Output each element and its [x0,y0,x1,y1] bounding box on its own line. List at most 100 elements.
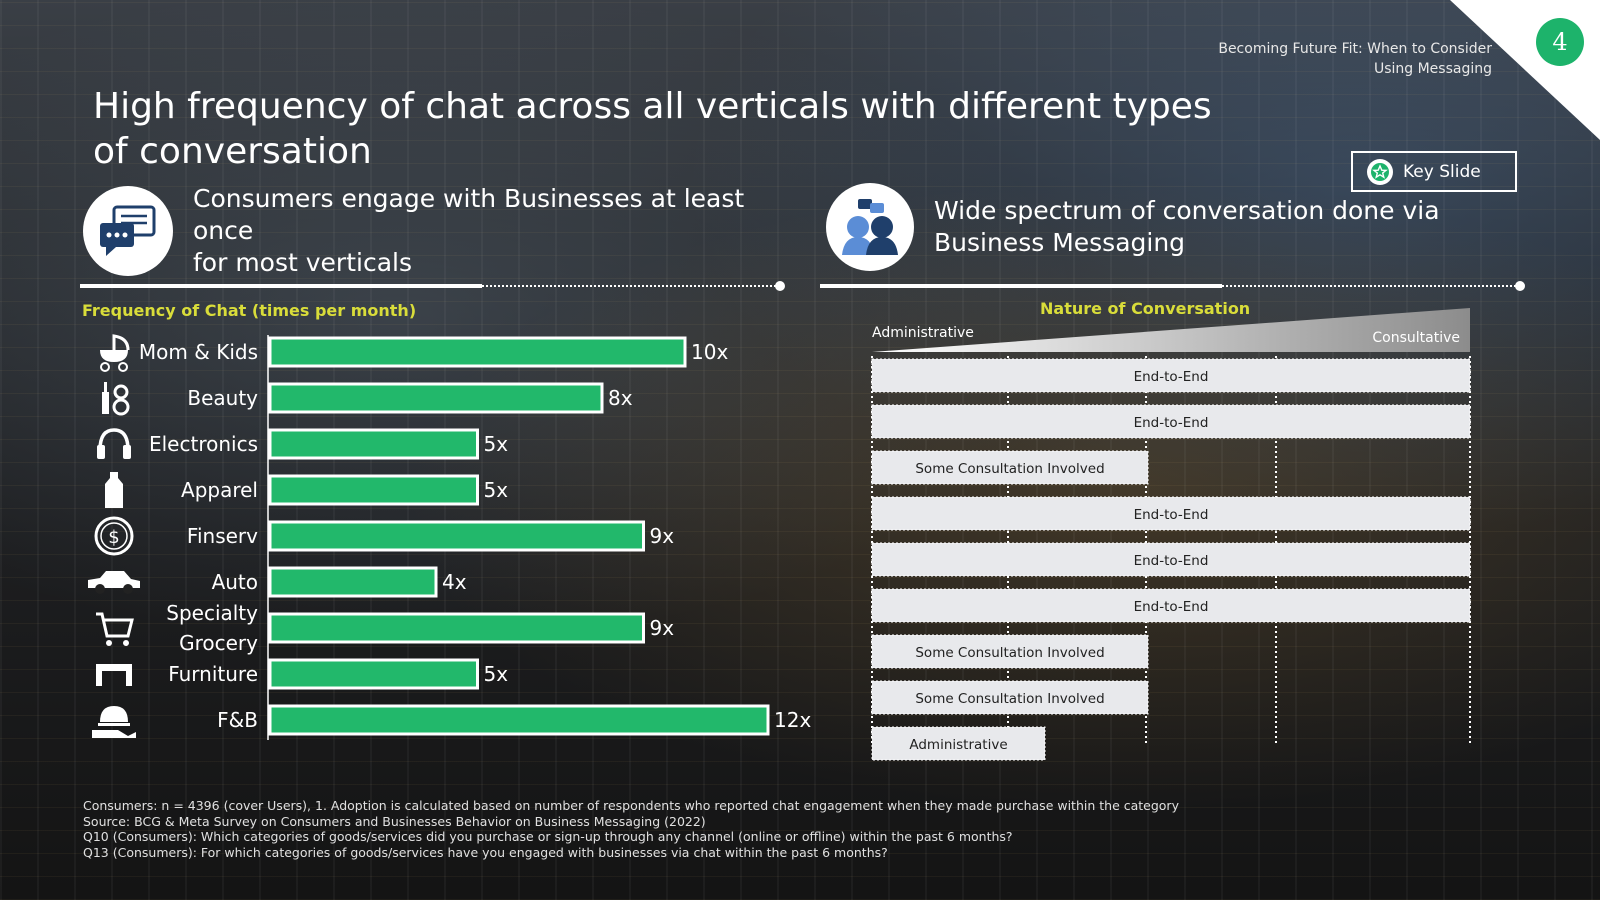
conversation-pill [871,634,1149,669]
conversation-label: Some Consultation Involved [915,461,1104,477]
people-talking-icon [826,183,914,271]
icon-shape [100,350,128,362]
category-label: F&B [217,708,258,732]
frequency-chart-title: Frequency of Chat (times per month) [82,301,417,320]
stroller-icon [100,334,130,372]
bar-value-label: 4x [442,570,467,594]
right-section-divider [820,281,1525,291]
icon-shape [98,723,130,726]
category-label: Mom & Kids [139,340,258,364]
icon-shape [123,640,129,646]
bar-value-label: 8x [608,386,633,410]
bar [268,658,479,690]
footnotes: Consumers: n = 4396 (cover Users), 1. Ad… [83,798,1179,860]
icon-shape [123,445,131,459]
left-section-title-line1: Consumers engage with Businesses at leas… [193,184,745,245]
bar [268,382,604,414]
icon-shape [106,640,112,646]
key-slide-tag: Key Slide [1351,151,1517,192]
icon-shape [123,584,133,594]
conversation-pill [871,450,1149,485]
conversation-label: End-to-End [1134,415,1209,431]
icon-shape [104,382,107,392]
bar-value-label: 9x [650,524,675,548]
conversation-label: Administrative [909,737,1007,753]
shopping-cart-icon [96,612,134,646]
category-label: Specialty [166,601,258,625]
conversation-pill [871,496,1471,531]
right-section-title: Wide spectrum of conversation done via B… [934,195,1534,259]
conversation-label: End-to-End [1134,599,1209,615]
icon-shape: $ [108,527,119,548]
icon-shape [102,392,109,414]
deck-title: Becoming Future Fit: When to Consider Us… [1172,39,1492,79]
category-label: Grocery [179,631,258,655]
icon-shape [112,398,130,416]
icon-shape [95,584,105,594]
bar [268,566,438,598]
left-section-divider [80,281,785,291]
dollar-coin-icon: $ [94,516,134,556]
conversation-pill [871,358,1471,393]
nature-conversation-chart: Administrative Consultative End-to-End End-… [871,308,1471,761]
right-section-header: Wide spectrum of conversation done via B… [826,183,1534,271]
page-title: High frequency of chat across all vertic… [93,84,1293,174]
conversation-label: End-to-End [1134,553,1209,569]
chat-bubbles-icon [83,186,173,276]
category-label: Apparel [181,478,258,502]
conversation-pill [871,542,1471,577]
bar-value-label: 12x [774,708,811,732]
bar [268,336,687,368]
left-section-title: Consumers engage with Businesses at leas… [193,183,793,279]
apparel-icon [105,472,123,508]
conversation-label: Some Consultation Involved [915,645,1104,661]
category-label: Furniture [168,662,258,686]
page-title-line2: of conversation [93,131,372,172]
scale-left-label: Administrative [872,325,974,341]
furniture-icon [96,664,132,686]
bar-value-label: 10x [691,340,728,364]
bar [268,520,645,552]
headphones-icon [97,428,131,459]
category-label: Electronics [149,432,258,456]
nature-chart-title: Nature of Conversation [1040,299,1251,318]
deck-title-line2: Using Messaging [1373,61,1492,77]
icon-shape [112,334,130,351]
food-service-icon [92,706,136,738]
footnote-line: Consumers: n = 4396 (cover Users), 1. Ad… [83,798,1179,813]
cosmetics-icon [102,382,130,416]
footnote-line: Q13 (Consumers): For which categories of… [83,844,888,860]
bar [268,428,479,460]
right-section-title-line1: Wide spectrum of conversation done via [934,196,1440,225]
right-section-title-line2: Business Messaging [934,228,1186,257]
bar-value-label: 5x [484,662,509,686]
star-badge-icon [1367,158,1393,185]
key-slide-label: Key Slide [1403,161,1481,182]
icon-shape [88,571,140,588]
conversation-label: End-to-End [1134,507,1209,523]
bar [268,704,770,736]
conversation-pill [871,588,1471,623]
scale-wedge [872,308,1470,352]
deck-title-line1: Becoming Future Fit: When to Consider [1218,41,1492,57]
category-label: Auto [212,570,258,594]
scale-right-label: Consultative [1372,330,1460,346]
icon-shape [96,664,132,686]
icon-shape [96,612,134,638]
left-section-header: Consumers engage with Businesses at leas… [83,183,793,279]
left-section-title-line2: for most verticals [193,248,412,277]
bar [268,474,479,506]
icon-shape [105,472,123,508]
icon-shape [92,730,136,738]
icon-shape [98,428,130,451]
icon-shape [100,706,128,722]
icon-shape [97,445,105,459]
conversation-label: End-to-End [1134,369,1209,385]
car-icon [88,571,140,594]
icon-shape [100,362,110,372]
page-number: 4 [1536,18,1584,66]
bar [268,612,645,644]
bar-value-label: 5x [484,432,509,456]
